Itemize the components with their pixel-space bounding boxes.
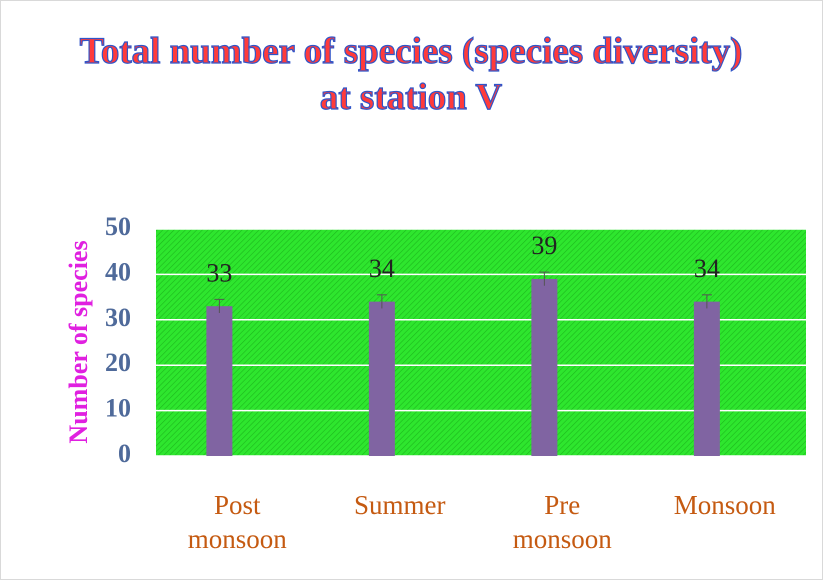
y-tick-label: 20 bbox=[105, 348, 131, 377]
x-tick-label: Monsoon bbox=[673, 490, 776, 520]
y-tick-label: 50 bbox=[105, 212, 131, 241]
x-tick-label: Post monsoon bbox=[187, 490, 287, 554]
y-tick-label: 40 bbox=[105, 257, 131, 286]
bar bbox=[531, 278, 558, 456]
chart-title: Total number of species (species diversi… bbox=[79, 30, 743, 118]
y-axis-label: Number of species bbox=[64, 240, 93, 443]
y-tick-label: 30 bbox=[105, 303, 131, 332]
bar bbox=[368, 301, 395, 456]
value-label: 34 bbox=[369, 254, 395, 283]
y-tick-label: 10 bbox=[105, 394, 131, 423]
bar bbox=[206, 306, 233, 456]
x-tick-label: Summer bbox=[354, 490, 446, 520]
value-label: 34 bbox=[694, 254, 720, 283]
bar bbox=[693, 301, 720, 456]
y-tick-label: 0 bbox=[118, 439, 131, 468]
value-label: 33 bbox=[206, 258, 232, 287]
x-tick-label: Pre monsoon bbox=[512, 490, 612, 554]
value-label: 39 bbox=[531, 231, 557, 260]
